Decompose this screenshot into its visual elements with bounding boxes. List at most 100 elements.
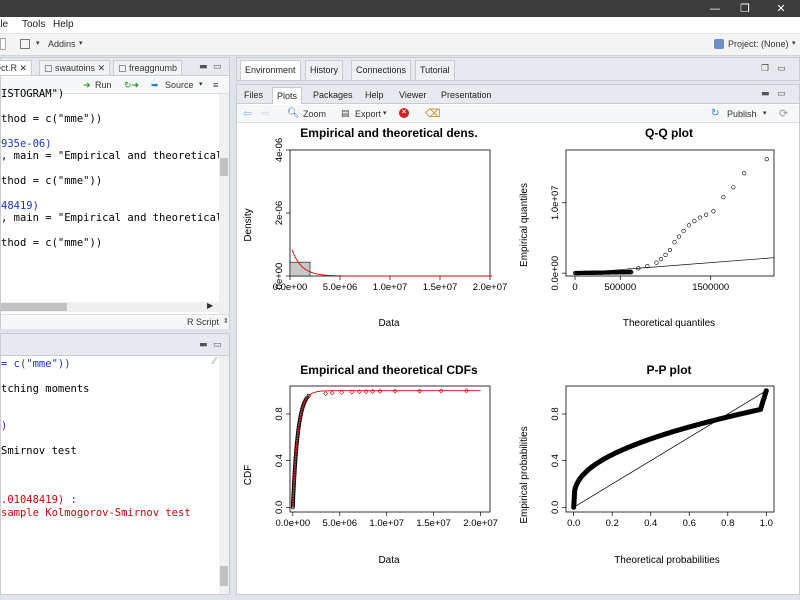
code-line: , main = "Empirical and theoretical <box>1 150 223 162</box>
x-tick-label: 0.0e+00 <box>276 518 311 529</box>
source-icon: ➥ <box>151 80 159 90</box>
tab-environment[interactable]: Environment <box>240 60 301 80</box>
addins-button[interactable]: Addins <box>48 39 76 49</box>
grid-icon[interactable] <box>20 39 30 49</box>
run-button[interactable]: Run <box>95 80 112 90</box>
refresh-icon[interactable]: ⟳ <box>779 108 789 120</box>
xlabel-qq: Theoretical quantiles <box>623 318 715 329</box>
maximize-icon[interactable]: ▭ <box>777 64 786 74</box>
code-line: thod = c("mme")) <box>1 174 103 187</box>
plots-pane: Files Plots Packages Help Viewer Present… <box>236 84 800 595</box>
qq-point <box>681 228 686 234</box>
y-tick-label: 4e-06 <box>274 138 285 162</box>
x-tick-label: 1.5e+07 <box>423 282 458 293</box>
tab-swautoins[interactable]: ▢ swautoins ✕ <box>39 60 111 75</box>
tab-help[interactable]: Help <box>365 90 384 100</box>
x-tick-label: 0.4 <box>644 518 657 529</box>
file-icon: ▢ <box>44 63 53 73</box>
editor-vertical-scrollbar[interactable] <box>219 94 229 316</box>
console-line: sample Kolmogorov-Smirnov test <box>1 506 191 519</box>
export-icon: ▤ <box>341 108 350 118</box>
x-tick-label: 500000 <box>604 282 636 293</box>
y-tick-label: 0.8 <box>274 407 285 420</box>
tab-history[interactable]: History <box>305 60 344 80</box>
close-icon[interactable]: ✕ <box>19 63 28 73</box>
restore-button[interactable]: ❐ <box>740 2 750 15</box>
qq-point <box>697 215 702 220</box>
plot-title-cdf: Empirical and theoretical CDFs <box>300 363 478 377</box>
plot-frame-2 <box>289 385 491 513</box>
tab-files[interactable]: Files <box>244 90 264 100</box>
options-icon[interactable]: ≡ <box>213 80 219 90</box>
tab-tutorial[interactable]: Tutorial <box>415 60 455 80</box>
file-icon: ▢ <box>118 63 127 73</box>
maximize-icon[interactable]: ▭ <box>213 62 222 72</box>
title-bar: — ❐ ✕ <box>0 0 800 17</box>
rerun-icon[interactable]: ↻➜ <box>124 80 140 90</box>
file-type-selector[interactable]: R Script <box>187 317 220 327</box>
editor-horizontal-scrollbar[interactable]: ▶ <box>1 301 219 312</box>
y-tick-label: 1.0e+07 <box>550 185 561 220</box>
ylabel-pp: Empirical probabilities <box>519 426 530 523</box>
plot-canvas: Empirical and theoretical dens. Q-Q plot… <box>243 126 775 566</box>
environment-pane: Environment History Connections Tutorial… <box>236 57 800 81</box>
zoom-button[interactable]: Zoom <box>303 109 327 119</box>
qq-point <box>764 157 769 162</box>
tab-presentation[interactable]: Presentation <box>441 90 492 100</box>
minimize-icon[interactable]: ▬ <box>761 89 770 99</box>
x-tick-label: 1.5e+07 <box>416 518 451 529</box>
qq-point <box>645 264 650 269</box>
code-line: 935e-06) <box>1 137 52 150</box>
code-line: 48419) <box>1 199 39 212</box>
tab-connections[interactable]: Connections <box>351 60 412 80</box>
x-tick-label: 1.0e+07 <box>373 282 408 293</box>
console-line: tching moments <box>1 382 90 395</box>
maximize-icon[interactable]: ▭ <box>213 340 222 350</box>
xlabel-pp: Theoretical probabilities <box>614 555 720 566</box>
console-scrollbar[interactable] <box>219 356 229 594</box>
qq-point <box>663 252 668 257</box>
ecdf-tail-point <box>377 388 383 394</box>
menu-tools[interactable]: Tools <box>22 19 46 30</box>
minimize-icon[interactable]: ▬ <box>199 62 208 72</box>
code-line: , main = "Empirical and theoretical <box>1 212 223 224</box>
x-tick-label: 0.0e+00 <box>273 282 308 293</box>
clear-console-icon[interactable]: ⁄⁄ <box>213 356 217 367</box>
qq-point <box>672 240 677 245</box>
console-line: Smirnov test <box>1 444 77 457</box>
tab-freaggnumb[interactable]: ▢ freaggnumb <box>113 60 183 75</box>
restore-icon[interactable]: ❐ <box>761 64 770 74</box>
qq-point <box>654 260 659 265</box>
tab-viewer[interactable]: Viewer <box>399 90 427 100</box>
maximize-icon[interactable]: ▭ <box>777 89 786 99</box>
publish-icon: ↻ <box>711 108 720 119</box>
minimize-button[interactable]: — <box>709 2 721 15</box>
back-arrow-icon[interactable]: ⇦ <box>243 108 253 120</box>
plot-frame-3 <box>565 385 775 513</box>
tab-ect-r[interactable]: ect.R ✕ <box>0 60 33 75</box>
plots-toolbar: ⇦ ⇨ 🔍︎ Zoom ▤ Export ▾ ✕ ⌫ ↻ Publish ▾ ⟳ <box>237 105 799 123</box>
menu-bar: File Tools Help <box>0 17 800 34</box>
export-menu[interactable]: Export <box>355 109 382 119</box>
toolbar-input[interactable] <box>0 38 6 50</box>
menu-file[interactable]: File <box>0 19 9 30</box>
plots-tabs: Files Plots Packages Help Viewer Present… <box>237 85 799 104</box>
broom-icon[interactable]: ⌫ <box>425 108 441 120</box>
project-menu[interactable]: Project: (None) <box>728 39 789 49</box>
minimize-icon[interactable]: ▬ <box>199 340 208 350</box>
source-button[interactable]: Source <box>165 80 194 90</box>
tab-plots[interactable]: Plots <box>272 87 303 104</box>
x-tick-label: 0.0 <box>567 518 580 529</box>
source-toolbar: ➜ Run ↻➜ ➥ Source ▾ ≡ <box>1 77 229 94</box>
forward-arrow-icon[interactable]: ⇨ <box>261 108 271 120</box>
plot-title-qq: Q-Q plot <box>645 126 693 140</box>
console-header: ▬ ▭ ⁄⁄ <box>1 334 229 367</box>
pp-reference-line <box>573 390 767 508</box>
close-icon[interactable]: ✕ <box>97 63 106 73</box>
remove-plot-icon[interactable]: ✕ <box>399 108 409 118</box>
menu-help[interactable]: Help <box>53 19 74 30</box>
tab-packages[interactable]: Packages <box>313 90 353 100</box>
close-button[interactable]: ✕ <box>776 2 786 15</box>
publish-button[interactable]: Publish <box>727 109 757 119</box>
qq-point <box>676 234 682 239</box>
